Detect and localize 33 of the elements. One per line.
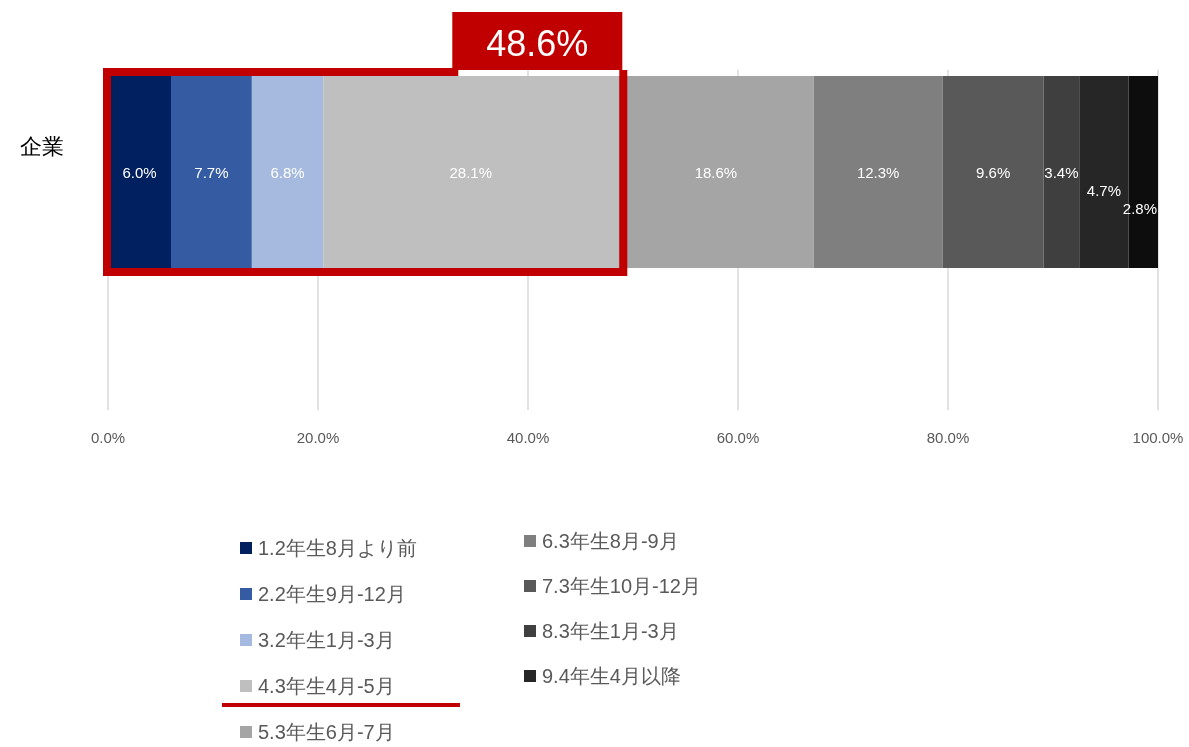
x-tick-label: 60.0% bbox=[716, 429, 760, 446]
data-label: 3.4% bbox=[1044, 163, 1079, 181]
bar bbox=[813, 76, 943, 268]
legend-label: 8.3年生1月-3月 bbox=[542, 620, 679, 642]
legend-label: 6.3年生8月-9月 bbox=[542, 530, 679, 552]
x-tick-label: 80.0% bbox=[926, 429, 970, 446]
data-label: 12.3% bbox=[856, 163, 900, 181]
data-label: 7.7% bbox=[194, 163, 229, 181]
x-tick-label: 100.0% bbox=[1132, 429, 1184, 446]
data-label: 9.6% bbox=[976, 163, 1011, 181]
legend-label: 4.3年生4月-5月 bbox=[258, 675, 395, 697]
bar bbox=[108, 76, 171, 268]
data-label: 4.7% bbox=[1086, 181, 1122, 199]
legend-label: 7.3年生10月-12月 bbox=[542, 575, 701, 597]
legend-label: 3.2年生1月-3月 bbox=[258, 629, 395, 651]
x-tick-label: 20.0% bbox=[296, 429, 340, 446]
legend-label: 1.2年生8月より前 bbox=[258, 537, 417, 559]
bar bbox=[251, 76, 324, 268]
text: 48.6% bbox=[486, 23, 589, 64]
data-label: 18.6% bbox=[694, 163, 738, 181]
legend-label: 5.3年生6月-7月 bbox=[258, 721, 395, 743]
legend-label: 9.4年生4月以降 bbox=[542, 665, 681, 687]
y-tick-label: 企業 bbox=[20, 134, 64, 159]
bar bbox=[942, 76, 1044, 268]
bar bbox=[171, 76, 252, 268]
x-tick-label: 0.0% bbox=[90, 429, 126, 446]
data-label: 6.8% bbox=[270, 163, 305, 181]
x-tick-label: 40.0% bbox=[506, 429, 550, 446]
legend-label: 2.2年生9月-12月 bbox=[258, 583, 406, 605]
data-label: 28.1% bbox=[449, 163, 493, 181]
data-label: 6.0% bbox=[122, 163, 157, 181]
data-label: 2.8% bbox=[1122, 199, 1157, 217]
bar bbox=[1043, 76, 1080, 268]
